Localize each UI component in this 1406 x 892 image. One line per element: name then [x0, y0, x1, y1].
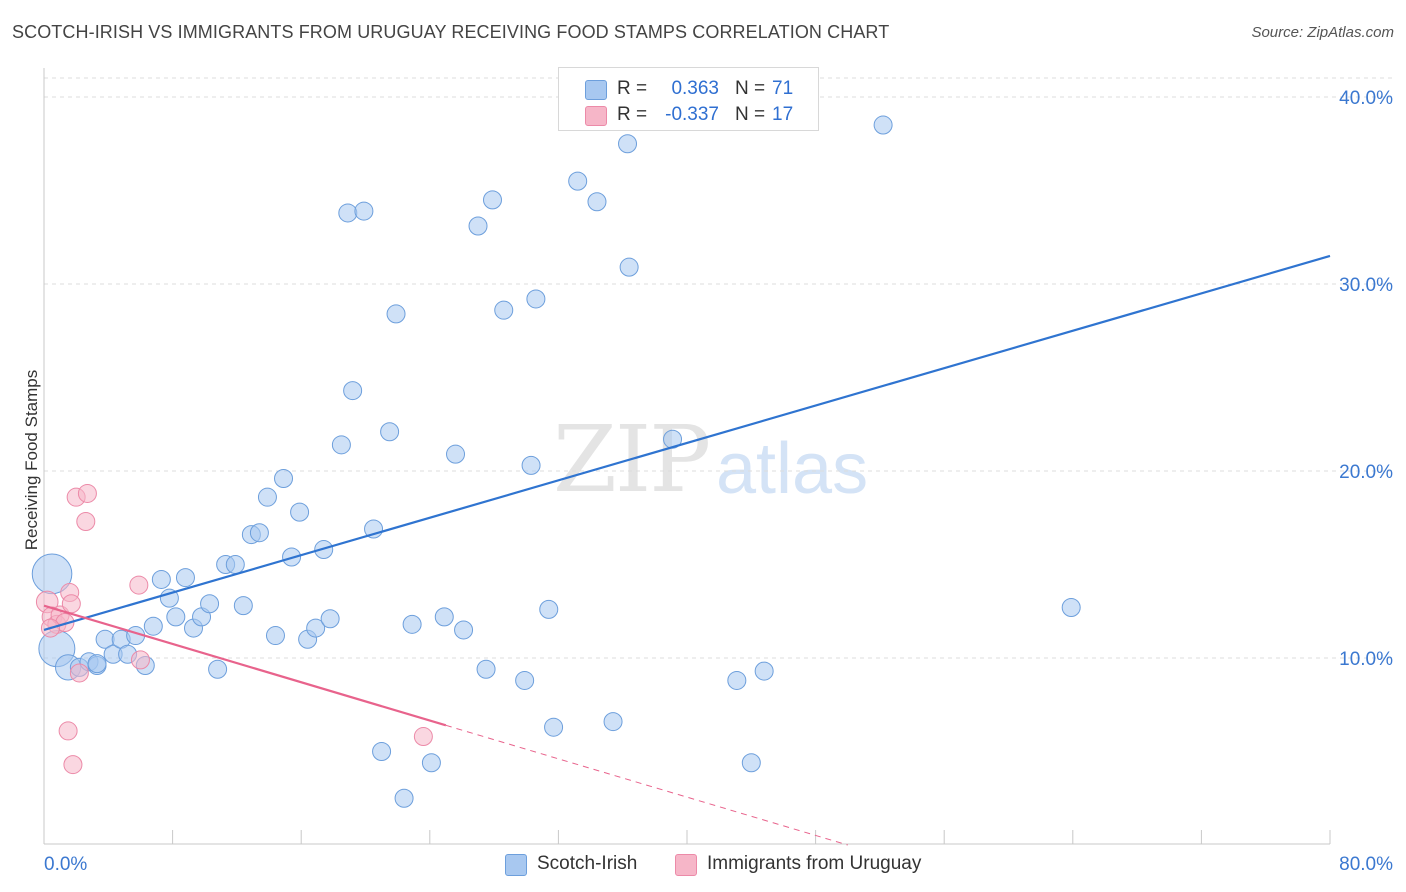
legend-n-label: N = — [735, 104, 766, 125]
scotch-irish-point — [727, 670, 747, 690]
scotch-irish-point — [434, 607, 454, 627]
correlation-legend: R = 0.363 N = 71 R = -0.337 N = 17 — [558, 67, 819, 131]
uruguay-trend-line — [43, 604, 447, 727]
chart-source: Source: ZipAtlas.com — [1251, 24, 1394, 41]
scotch-irish-point — [482, 190, 502, 210]
scotch-irish-point — [476, 659, 496, 679]
scotch-irish-point — [619, 257, 639, 277]
scotch-irish-point — [306, 618, 326, 638]
scotch-irish-point — [249, 523, 269, 543]
scotch-irish-point — [603, 712, 623, 732]
scotch-irish-point — [587, 192, 607, 212]
legend-r-label: R = — [617, 104, 648, 125]
legend-swatch-uruguay — [585, 106, 607, 126]
bottom-legend-swatch-uruguay — [675, 854, 697, 876]
scotch-irish-point — [257, 487, 277, 507]
scotch-irish-point — [175, 568, 195, 588]
scotch-irish-point — [421, 753, 441, 773]
scotch-irish-point — [265, 626, 285, 646]
legend-r-label: R = — [617, 78, 648, 99]
scotch-irish-point — [402, 614, 422, 634]
legend-r-value: -0.337 — [665, 104, 719, 125]
scotch-irish-point — [568, 171, 588, 191]
y-tick-label: 30.0% — [1339, 275, 1393, 296]
legend-n-value: 17 — [772, 104, 794, 125]
scotch-irish-point — [454, 620, 474, 640]
scotch-irish-point — [494, 300, 514, 320]
x-tick-label: 80.0% — [1339, 854, 1393, 875]
bottom-legend-swatch-scotch-irish — [505, 854, 527, 876]
uruguay-point — [69, 663, 89, 683]
legend-r-value: 0.363 — [671, 78, 719, 99]
x-tick-label: 0.0% — [44, 854, 87, 875]
scotch-irish-point — [274, 468, 294, 488]
scotch-irish-point — [372, 742, 392, 761]
legend-n-label: N = — [735, 78, 766, 99]
uruguay-point — [61, 594, 81, 614]
legend-row-uruguay: R = -0.337 N = 17 — [559, 100, 818, 126]
scotch-irish-point — [446, 444, 466, 464]
scotch-irish-point — [521, 455, 541, 475]
scotch-irish-point — [754, 661, 774, 681]
scotch-irish-point — [143, 616, 163, 636]
legend-n-value: 71 — [772, 78, 794, 99]
scotch-irish-point — [208, 659, 228, 679]
uruguay-point — [76, 511, 96, 531]
y-tick-label: 40.0% — [1339, 88, 1393, 109]
scotch-irish-point — [515, 670, 535, 690]
scotch-irish-point — [741, 753, 761, 773]
scotch-irish-point — [526, 289, 546, 309]
scotch-irish-point — [320, 609, 340, 629]
chart-title: SCOTCH-IRISH VS IMMIGRANTS FROM URUGUAY … — [12, 22, 890, 42]
scotch-irish-point — [354, 201, 374, 221]
uruguay-point — [63, 755, 83, 775]
scotch-irish-point — [225, 555, 245, 574]
uruguay-point — [413, 727, 433, 747]
watermark-atlas: atlas — [716, 429, 869, 509]
scotch-irish-point — [394, 788, 414, 808]
scotch-irish-point — [87, 654, 107, 674]
scotch-irish-point — [233, 596, 253, 616]
scotch-irish-point — [618, 134, 638, 154]
scotch-irish-point — [343, 381, 363, 401]
scotch-irish-point — [290, 502, 310, 522]
uruguay-trend-line-extension — [445, 724, 848, 846]
scotch-irish-point — [331, 435, 351, 455]
bottom-legend-label: Scotch-Irish — [537, 853, 638, 874]
uruguay-point — [130, 650, 150, 670]
scotch-irish-point — [200, 594, 220, 614]
scotch-irish-point — [873, 115, 893, 135]
y-tick-label: 10.0% — [1339, 649, 1393, 670]
legend-swatch-scotch-irish — [585, 80, 607, 100]
uruguay-point — [58, 721, 78, 741]
y-tick-label: 20.0% — [1339, 462, 1393, 483]
scotch-irish-point — [338, 203, 358, 223]
uruguay-point — [77, 483, 97, 503]
scotch-irish-point — [468, 216, 488, 236]
scotch-irish-point — [166, 607, 186, 627]
scotch-irish-point — [380, 422, 400, 442]
scotch-irish-point — [539, 599, 559, 619]
scotch-irish-point — [544, 717, 564, 737]
scotch-irish-point — [1061, 598, 1081, 618]
legend-row-scotch-irish: R = 0.363 N = 71 — [559, 74, 818, 100]
scotch-irish-point — [151, 569, 171, 589]
uruguay-point — [129, 575, 149, 595]
scotch-irish-point — [386, 304, 406, 324]
scotch-irish-trend-line — [43, 254, 1331, 632]
bottom-legend-label: Immigrants from Uruguay — [707, 853, 922, 874]
